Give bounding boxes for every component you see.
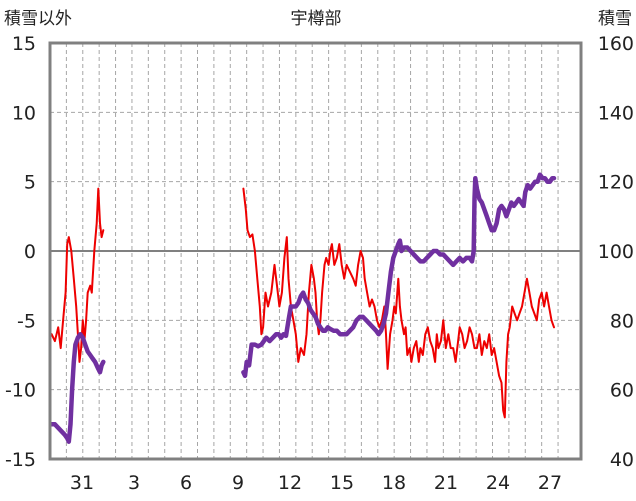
right-tick-label: 100	[598, 241, 634, 263]
left-tick-label: -5	[17, 310, 36, 332]
data-lines	[49, 172, 557, 444]
chart-title: 宇樽部	[291, 9, 342, 29]
x-tick-label: 27	[538, 472, 562, 494]
x-tick-label: 6	[180, 472, 192, 494]
right-tick-label: 60	[610, 380, 634, 402]
left-axis-title: 積雪以外	[4, 9, 72, 29]
right-tick-label: 40	[610, 449, 634, 471]
left-tick-label: 10	[12, 102, 36, 124]
x-tick-label: 31	[70, 472, 94, 494]
left-tick-label: -10	[5, 380, 36, 402]
x-tick-label: 9	[232, 472, 244, 494]
x-tick-label: 24	[486, 472, 510, 494]
right-axis-ticks: 160 140 120 100 80 60 40	[598, 33, 634, 471]
series-line-other	[50, 187, 105, 363]
left-axis-ticks: 15 10 5 0 -5 -10 -15	[5, 33, 36, 471]
right-tick-label: 160	[598, 33, 634, 55]
right-tick-label: 140	[598, 102, 634, 124]
x-tick-label: 21	[434, 472, 458, 494]
right-axis-title: 積雪	[598, 9, 632, 29]
series-line-snow	[241, 172, 557, 379]
left-tick-label: 15	[12, 33, 36, 55]
x-axis-ticks: 31 3 6 9 12 15 18 21 24 27	[70, 472, 562, 494]
left-tick-label: 5	[24, 172, 36, 194]
left-tick-label: 0	[24, 241, 36, 263]
right-tick-label: 80	[610, 310, 634, 332]
x-tick-label: 15	[330, 472, 354, 494]
x-tick-label: 12	[278, 472, 302, 494]
plot-frame	[48, 41, 583, 461]
x-tick-label: 18	[382, 472, 406, 494]
left-tick-label: -15	[5, 449, 36, 471]
right-tick-label: 120	[598, 172, 634, 194]
series-line-snow	[49, 331, 106, 444]
series-line-other	[242, 187, 555, 419]
x-tick-label: 3	[128, 472, 140, 494]
